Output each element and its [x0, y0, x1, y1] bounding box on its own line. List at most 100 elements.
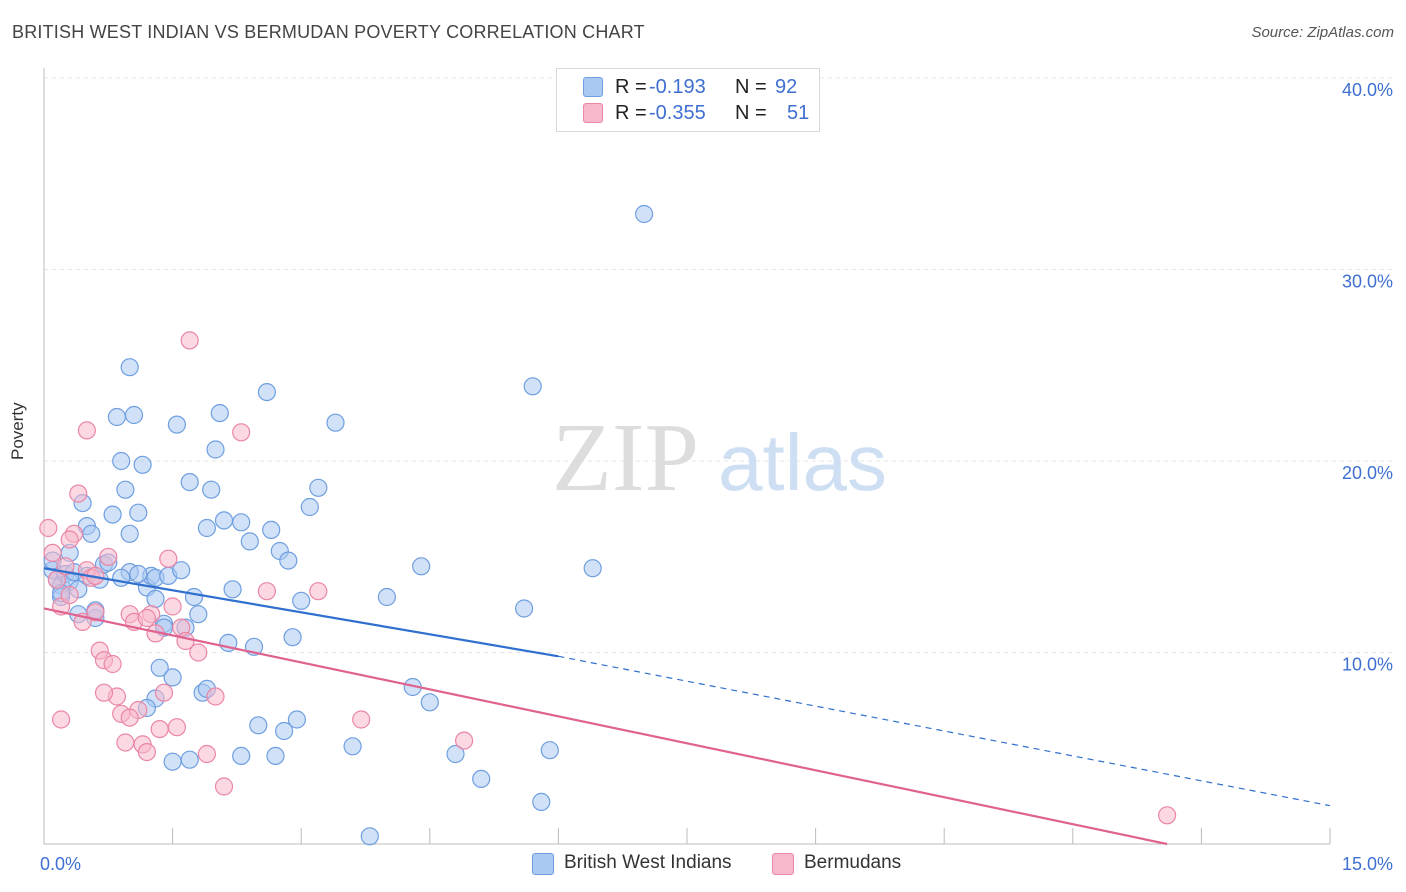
trend-line-bermudans: [43, 607, 1168, 846]
correlation-legend: R = -0.193 N = 92 R = -0.355 N = 51: [556, 68, 820, 132]
point-bermudan: [150, 719, 169, 739]
watermark-atlas: atlas: [718, 418, 887, 507]
point-british-west-indian: [129, 564, 148, 584]
point-bermudan: [39, 518, 58, 538]
point-bermudan: [116, 733, 135, 752]
point-british-west-indian: [197, 518, 216, 538]
bottom-legend-label: Bermudans: [804, 852, 902, 873]
y-tick-label: 40.0%: [1342, 80, 1393, 100]
point-british-west-indian: [634, 204, 654, 224]
point-bermudan: [257, 582, 276, 601]
trend-lines: [43, 567, 1331, 846]
point-british-west-indian: [240, 532, 259, 551]
point-british-west-indian: [326, 413, 345, 432]
point-british-west-indian: [420, 693, 439, 712]
point-bermudan: [206, 687, 225, 706]
legend-r-label: R =: [615, 102, 647, 124]
point-bermudan: [309, 582, 328, 601]
point-british-west-indian: [146, 589, 165, 609]
point-bermudan: [120, 708, 139, 727]
legend-r-value: -0.355: [649, 102, 706, 124]
point-british-west-indian: [300, 497, 319, 517]
point-british-west-indian: [180, 473, 199, 492]
point-british-west-indian: [377, 587, 396, 607]
legend-swatch-blue: [583, 77, 603, 97]
watermark: ZIP atlas: [552, 404, 887, 512]
point-british-west-indian: [514, 599, 534, 618]
point-bermudan: [60, 585, 79, 605]
point-british-west-indian: [249, 716, 268, 735]
point-british-west-indian: [163, 752, 182, 771]
chart-title: BRITISH WEST INDIAN VS BERMUDAN POVERTY …: [12, 22, 645, 42]
legend-r-value: -0.193: [649, 76, 706, 98]
point-british-west-indian: [82, 524, 101, 543]
point-british-west-indian: [262, 520, 281, 540]
point-british-west-indian: [309, 478, 328, 497]
point-british-west-indian: [189, 605, 208, 624]
point-british-west-indian: [523, 377, 542, 396]
point-british-west-indian: [540, 741, 559, 760]
watermark-zip: ZIP: [552, 404, 699, 512]
legend-r-label: R =: [615, 76, 647, 98]
legend-swatch-pink: [583, 103, 603, 123]
legend-n-value: 51: [787, 102, 810, 124]
legend-n-value: 92: [775, 76, 798, 98]
bottom-legend-label: British West Indians: [564, 852, 732, 873]
point-bermudan: [103, 654, 122, 674]
point-british-west-indian: [266, 746, 285, 766]
point-british-west-indian: [287, 710, 306, 729]
point-british-west-indian: [120, 358, 139, 377]
point-british-west-indian: [532, 792, 551, 812]
point-british-west-indian: [360, 827, 379, 846]
point-bermudan: [352, 710, 371, 729]
point-british-west-indian: [150, 658, 169, 677]
point-british-west-indian: [214, 511, 234, 530]
point-british-west-indian: [163, 668, 182, 687]
point-british-west-indian: [210, 404, 229, 423]
point-british-west-indian: [583, 559, 602, 578]
point-bermudan: [197, 744, 216, 764]
point-british-west-indian: [120, 524, 139, 543]
point-british-west-indian: [133, 455, 152, 474]
point-bermudan: [77, 421, 97, 440]
axes: [43, 68, 1331, 845]
y-tick-label: 20.0%: [1342, 463, 1393, 483]
bottom-legend-swatch-pink: [772, 853, 794, 875]
point-bermudan: [167, 718, 186, 737]
point-british-west-indian: [446, 744, 465, 764]
point-british-west-indian: [232, 513, 251, 532]
legend-n-label: N =: [735, 76, 767, 98]
legend-row-bermudans: R = -0.355 N = 51: [583, 100, 809, 126]
point-british-west-indian: [112, 568, 131, 587]
point-british-west-indian: [292, 591, 311, 610]
point-bermudan: [159, 549, 178, 568]
point-british-west-indian: [223, 580, 242, 599]
legend-n-label: N =: [735, 102, 767, 124]
point-british-west-indian: [167, 415, 186, 434]
gridlines: [44, 77, 1394, 653]
point-bermudan: [214, 777, 234, 796]
trend-line-british-west-indians: [43, 567, 559, 658]
chart-source: Source: ZipAtlas.com: [1251, 24, 1394, 41]
point-bermudan: [69, 484, 88, 503]
y-tick-label: 30.0%: [1342, 272, 1393, 292]
data-points: [39, 204, 1177, 846]
point-british-west-indian: [283, 628, 302, 647]
point-british-west-indian: [129, 503, 148, 522]
point-bermudan: [455, 731, 474, 750]
point-bermudan: [43, 543, 62, 563]
point-bermudan: [180, 331, 199, 350]
point-british-west-indian: [112, 451, 131, 471]
point-british-west-indian: [232, 746, 251, 766]
x-tick-label: 15.0%: [1342, 854, 1393, 874]
point-bermudan: [137, 742, 156, 762]
point-british-west-indian: [279, 551, 298, 570]
point-bermudan: [86, 603, 105, 622]
point-british-west-indian: [257, 383, 276, 402]
point-british-west-indian: [202, 480, 221, 499]
trend-line-british-west-indians-extension: [558, 655, 1331, 807]
point-bermudan: [60, 530, 79, 549]
point-british-west-indian: [172, 561, 191, 580]
point-bermudan: [154, 683, 174, 702]
